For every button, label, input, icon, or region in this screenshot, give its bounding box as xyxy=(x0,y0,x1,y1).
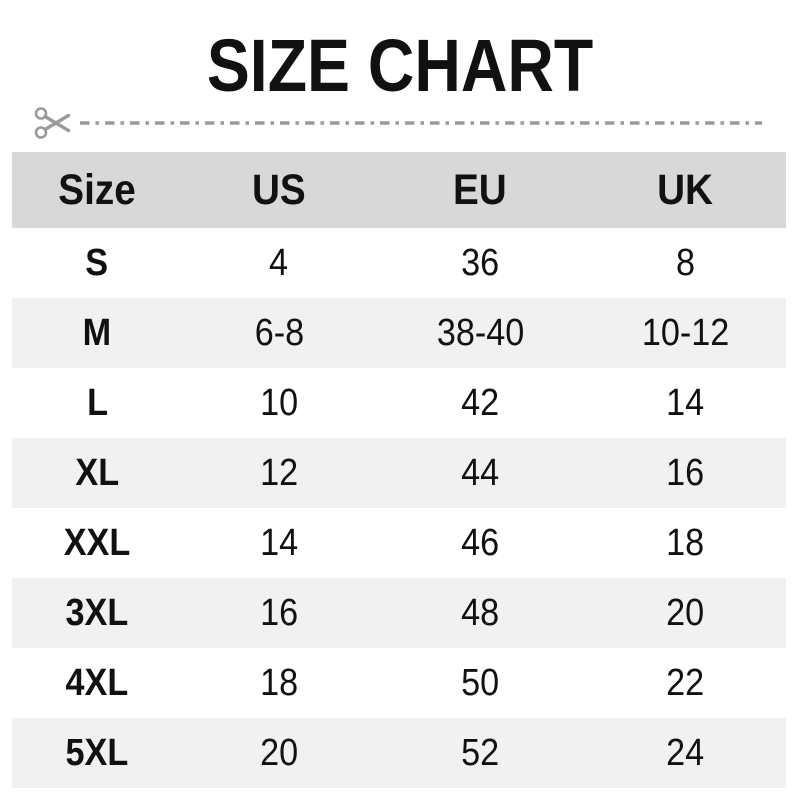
eu-value-cell: 38-40 xyxy=(376,312,585,355)
uk-value-cell: 14 xyxy=(585,382,786,425)
uk-value-cell: 20 xyxy=(585,592,786,635)
cut-line xyxy=(34,105,762,141)
size-chart-table: Size US EU UK S 4 36 8 M 6-8 38-40 10-12… xyxy=(12,152,786,788)
size-label-cell: XXL xyxy=(12,522,182,565)
us-value: 6-8 xyxy=(254,311,304,354)
eu-value-cell: 42 xyxy=(376,382,585,425)
size-label: L xyxy=(86,381,108,424)
us-value-cell: 10 xyxy=(182,382,376,425)
table-row-xl: XL 12 44 16 xyxy=(12,438,786,508)
eu-value-cell: 46 xyxy=(376,522,585,565)
us-value: 12 xyxy=(259,451,299,494)
us-value-cell: 16 xyxy=(182,592,376,635)
column-header-label: US xyxy=(252,165,306,214)
size-label: M xyxy=(82,311,112,354)
eu-value: 42 xyxy=(461,381,500,424)
column-header-label: Size xyxy=(58,165,136,214)
column-header-label: EU xyxy=(453,165,508,214)
uk-value: 10-12 xyxy=(641,311,730,354)
eu-value-cell: 48 xyxy=(376,592,585,635)
eu-value: 38-40 xyxy=(436,311,524,354)
us-value-cell: 14 xyxy=(182,522,376,565)
eu-value: 52 xyxy=(461,731,500,774)
us-value: 20 xyxy=(259,731,299,774)
eu-value-cell: 52 xyxy=(376,732,585,775)
size-label-cell: 5XL xyxy=(12,732,182,775)
column-header-size: Size xyxy=(12,166,182,215)
dash-dot-line xyxy=(80,121,762,125)
us-value: 14 xyxy=(259,521,299,564)
us-value-cell: 18 xyxy=(182,662,376,705)
uk-value-cell: 16 xyxy=(585,452,786,495)
us-value: 10 xyxy=(259,381,299,424)
eu-value: 50 xyxy=(461,661,500,704)
column-header-label: UK xyxy=(657,165,714,214)
uk-value-cell: 24 xyxy=(585,732,786,775)
eu-value-cell: 50 xyxy=(376,662,585,705)
size-label-cell: 3XL xyxy=(12,592,182,635)
size-label-cell: S xyxy=(12,242,182,285)
column-header-eu: EU xyxy=(376,166,585,215)
size-label-cell: XL xyxy=(12,452,182,495)
size-label-cell: M xyxy=(12,312,182,355)
size-label: S xyxy=(85,241,109,284)
us-value-cell: 6-8 xyxy=(182,312,376,355)
us-value: 16 xyxy=(259,591,299,634)
eu-value-cell: 44 xyxy=(376,452,585,495)
uk-value: 20 xyxy=(666,591,705,634)
uk-value: 18 xyxy=(666,521,705,564)
size-label-cell: L xyxy=(12,382,182,425)
us-value-cell: 4 xyxy=(182,242,376,285)
us-value: 18 xyxy=(259,661,299,704)
us-value-cell: 12 xyxy=(182,452,376,495)
table-row-l: L 10 42 14 xyxy=(12,368,786,438)
page-title: SIZE CHART xyxy=(0,29,800,103)
uk-value: 24 xyxy=(666,731,705,774)
uk-value: 14 xyxy=(666,381,705,424)
table-row-xxl: XXL 14 46 18 xyxy=(12,508,786,578)
column-header-us: US xyxy=(182,166,376,215)
scissors-icon xyxy=(34,107,71,139)
page-title-text: SIZE CHART xyxy=(206,24,594,107)
size-label: 3XL xyxy=(65,591,129,634)
size-label: 5XL xyxy=(65,731,129,774)
column-header-uk: UK xyxy=(585,166,786,215)
uk-value-cell: 22 xyxy=(585,662,786,705)
eu-value: 44 xyxy=(461,451,500,494)
table-header-row: Size US EU UK xyxy=(12,152,786,228)
uk-value: 22 xyxy=(666,661,705,704)
uk-value-cell: 10-12 xyxy=(585,312,786,355)
uk-value: 8 xyxy=(675,241,695,284)
size-label-cell: 4XL xyxy=(12,662,182,705)
uk-value-cell: 18 xyxy=(585,522,786,565)
size-label: XXL xyxy=(63,521,131,564)
us-value-cell: 20 xyxy=(182,732,376,775)
table-row-4xl: 4XL 18 50 22 xyxy=(12,648,786,718)
table-row-5xl: 5XL 20 52 24 xyxy=(12,718,786,788)
eu-value: 46 xyxy=(461,521,500,564)
eu-value: 48 xyxy=(461,591,500,634)
table-row-m: M 6-8 38-40 10-12 xyxy=(12,298,786,368)
uk-value-cell: 8 xyxy=(585,242,786,285)
table-row-3xl: 3XL 16 48 20 xyxy=(12,578,786,648)
eu-value-cell: 36 xyxy=(376,242,585,285)
size-label: 4XL xyxy=(65,661,129,704)
table-row-s: S 4 36 8 xyxy=(12,228,786,298)
eu-value: 36 xyxy=(461,241,500,284)
us-value: 4 xyxy=(269,241,289,284)
uk-value: 16 xyxy=(666,451,705,494)
size-label: XL xyxy=(75,451,119,494)
